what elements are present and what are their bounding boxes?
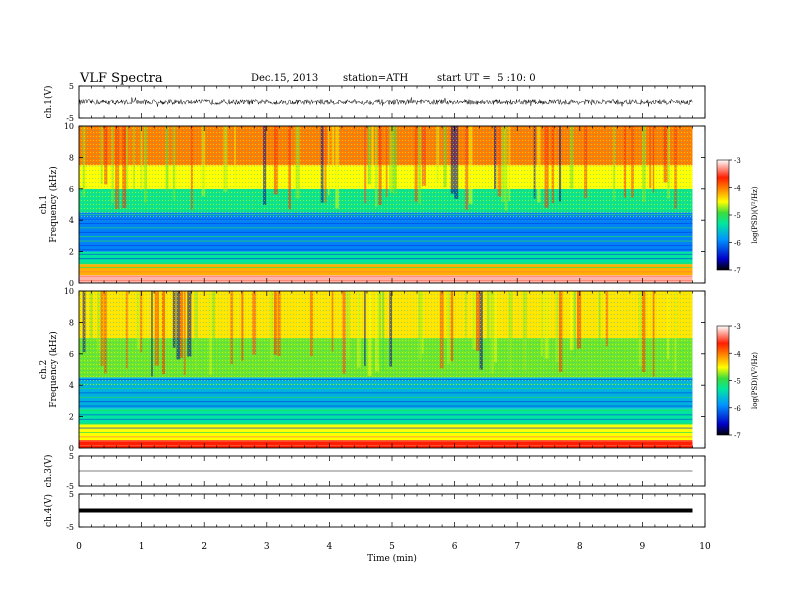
y-axis-label-line: ch.4(V) — [43, 494, 54, 527]
date-label: Dec.15, 2013 — [251, 73, 319, 84]
x-tick-label: 2 — [201, 542, 207, 552]
colorbar-tick-label: -4 — [734, 185, 741, 193]
y-axis-label-line: ch.2 — [39, 360, 49, 379]
y-tick-label: -5 — [66, 114, 74, 123]
psd-grain — [79, 126, 693, 221]
x-axis: 0 1 2 3 4 5 6 7 8 9 10 Time (min) — [76, 542, 711, 564]
y-tick-label: 10 — [64, 287, 74, 296]
colorbar-tick-label: -6 — [734, 405, 741, 413]
y-tick-label: 6 — [69, 185, 74, 194]
psd-band — [79, 408, 693, 425]
start-time-label: start UT = 5 :10: 0 — [437, 73, 536, 84]
colorbar-gradient — [716, 325, 730, 436]
y-tick-label: 2 — [69, 413, 74, 422]
y-tick-label: 6 — [69, 350, 74, 359]
ch1-spectrogram-panel: 10 8 6 4 2 0 ch.1Frequency (kHz) — [39, 122, 706, 288]
y-tick-label: 5 — [69, 490, 74, 499]
ch1-spectrogram-colorbar: -3 -4 -5 -6 -7 log(PSD)(V²/Hz) — [716, 157, 759, 275]
y-axis-label-line: ch.1(V) — [43, 86, 54, 119]
psd-band — [79, 275, 693, 283]
y-axis-label-line: Frequency (kHz) — [48, 166, 59, 243]
y-axis-label: ch.1Frequency (kHz) — [39, 166, 59, 243]
colorbar-gradient — [716, 159, 730, 271]
y-tick-label: 5 — [69, 452, 74, 461]
y-tick-label: 4 — [69, 381, 74, 390]
y-tick-label: 4 — [69, 216, 74, 225]
y-axis-label: ch.3(V) — [43, 455, 54, 488]
ch2-spectrogram-panel: 10 8 6 4 2 0 ch.2Frequency (kHz) — [39, 287, 706, 453]
y-tick-label: 5 — [69, 82, 74, 91]
psd-grain — [79, 291, 693, 386]
y-tick-label: 0 — [69, 444, 74, 453]
x-tick-label: 6 — [452, 542, 458, 552]
ch3-waveform-panel: 5 -5 ch.3(V) — [43, 452, 706, 491]
colorbar-label: log(PSD)(V²/Hz) — [751, 186, 759, 243]
colorbar-tick-label: -3 — [734, 323, 741, 331]
y-tick-label: 0 — [69, 279, 74, 288]
x-tick-label: 10 — [699, 542, 711, 552]
station-label: station=ATH — [343, 73, 409, 84]
psd-band — [79, 264, 693, 276]
y-axis-label: ch.2Frequency (kHz) — [39, 331, 59, 408]
ch2-spectrogram-colorbar: -3 -4 -5 -6 -7 log(PSD)(V²/Hz) — [716, 323, 759, 440]
colorbar-tick-label: -7 — [734, 267, 741, 275]
y-tick-label: 8 — [69, 318, 74, 327]
x-tick-label: 7 — [514, 542, 520, 552]
psd-band — [79, 440, 693, 448]
x-tick-label: 5 — [389, 542, 395, 552]
colorbar-label: log(PSD)(V²/Hz) — [751, 352, 759, 409]
x-tick-label: 0 — [76, 542, 82, 552]
colorbar-tick-label: -4 — [734, 350, 741, 358]
y-tick-label: 10 — [64, 122, 74, 131]
y-tick-label: -5 — [66, 523, 74, 532]
x-tick-label: 8 — [577, 542, 583, 552]
y-axis-label: ch.1(V) — [43, 86, 54, 119]
chart-title: VLF Spectra — [80, 71, 163, 86]
y-tick-label: 8 — [69, 153, 74, 162]
x-tick-label: 3 — [264, 542, 270, 552]
ch4-waveform-panel: 5 -5 ch.4(V) — [43, 490, 706, 532]
colorbar-tick-label: -3 — [734, 157, 741, 165]
colorbar-tick-label: -6 — [734, 240, 741, 248]
x-tick-label: 1 — [139, 542, 145, 552]
psd-band — [79, 251, 693, 265]
colorbar-tick-label: -7 — [734, 432, 741, 440]
colorbar-tick-label: -5 — [734, 378, 741, 386]
y-axis-label-line: ch.1 — [39, 195, 49, 214]
y-axis-label-line: Frequency (kHz) — [48, 331, 59, 408]
x-tick-label: 4 — [327, 542, 333, 552]
ch4-waveform-trace — [79, 508, 693, 513]
y-tick-label: -5 — [66, 482, 74, 491]
y-axis-label: ch.4(V) — [43, 494, 54, 527]
x-tick-label: 9 — [640, 542, 646, 552]
x-axis-label: Time (min) — [367, 553, 417, 564]
colorbar-tick-label: -5 — [734, 212, 741, 220]
ch1-waveform-trace — [78, 97, 693, 107]
y-tick-label: 2 — [69, 248, 74, 257]
y-axis-label-line: ch.3(V) — [43, 455, 54, 488]
ch1-waveform-panel: 5 -5 ch.1(V) — [43, 82, 706, 123]
